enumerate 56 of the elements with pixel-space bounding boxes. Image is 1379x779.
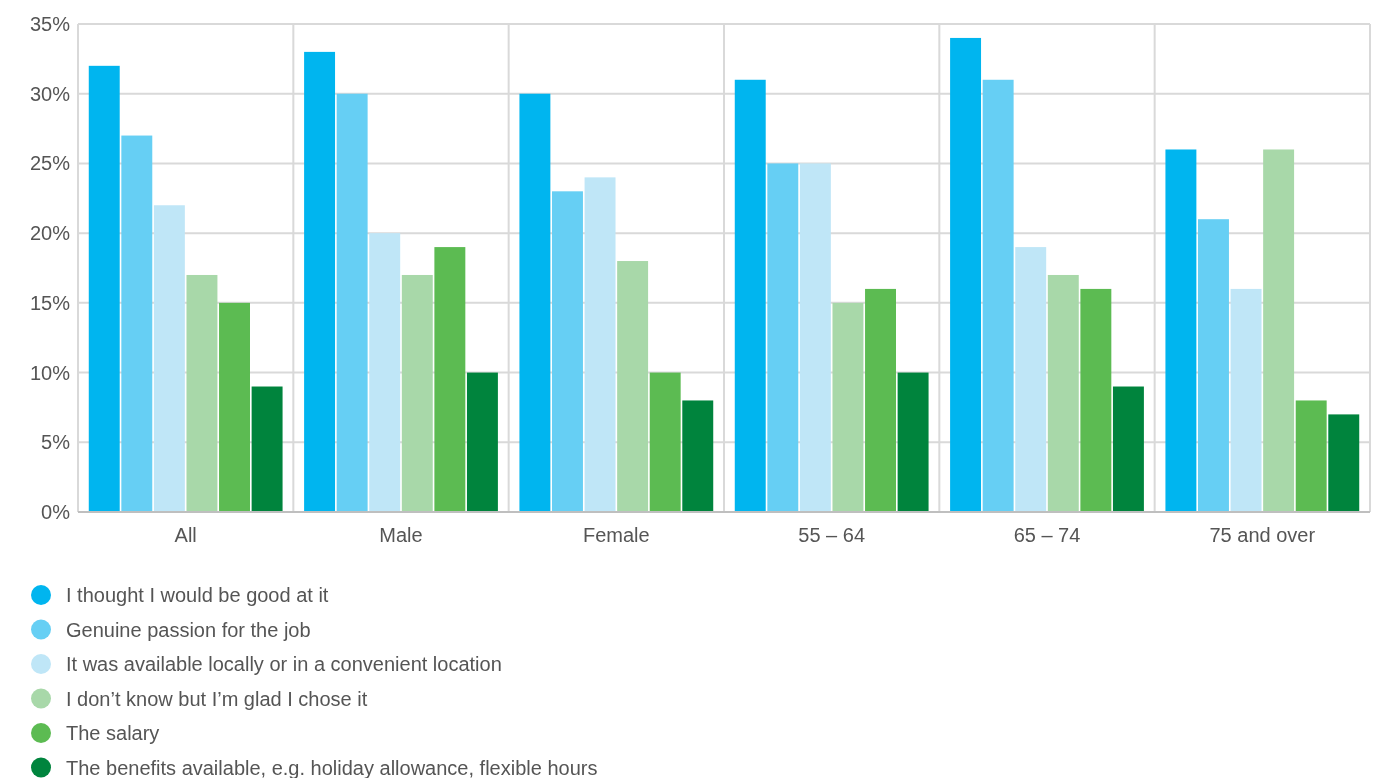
bar bbox=[649, 372, 681, 512]
bar bbox=[1328, 414, 1360, 512]
y-tick-label: 35% bbox=[29, 13, 71, 35]
bar bbox=[1015, 247, 1047, 512]
legend-label: The salary bbox=[66, 722, 160, 744]
bar bbox=[219, 302, 250, 512]
bar bbox=[519, 93, 551, 512]
bar bbox=[434, 247, 466, 512]
bar bbox=[982, 79, 1014, 512]
bar bbox=[1047, 274, 1079, 512]
bar bbox=[950, 37, 982, 512]
bar bbox=[153, 205, 185, 512]
bar bbox=[552, 191, 583, 512]
y-tick-label: 20% bbox=[29, 222, 71, 245]
legend-label: I don’t know but I’m glad I chose it bbox=[66, 687, 368, 710]
x-tick-label: Male bbox=[379, 524, 423, 546]
bar bbox=[1080, 288, 1112, 512]
bar bbox=[1112, 386, 1144, 512]
bar bbox=[1263, 149, 1295, 512]
bar bbox=[466, 372, 498, 512]
legend-label: Genuine passion for the job bbox=[66, 618, 311, 641]
bar bbox=[865, 288, 896, 512]
y-tick-label: 0% bbox=[41, 501, 71, 523]
y-tick-label: 15% bbox=[29, 291, 71, 314]
bar bbox=[304, 51, 336, 512]
bar bbox=[336, 93, 368, 512]
x-tick-label: All bbox=[174, 524, 197, 546]
bar bbox=[401, 274, 433, 512]
bar bbox=[1230, 288, 1262, 512]
x-tick-label: 65 – 74 bbox=[1013, 524, 1081, 546]
bar bbox=[1295, 400, 1327, 512]
bar bbox=[88, 65, 120, 512]
legend-label: I thought I would be good at it bbox=[66, 584, 329, 606]
bar bbox=[1198, 219, 1229, 512]
y-tick-label: 10% bbox=[29, 361, 71, 384]
bar bbox=[369, 233, 401, 512]
legend-label: The benefits available, e.g. holiday allowance, flexible hours bbox=[66, 756, 598, 779]
legend-label: It was available locally or in a convenient location bbox=[66, 653, 502, 675]
y-tick-label: 5% bbox=[41, 431, 71, 454]
bar bbox=[832, 302, 864, 512]
bar bbox=[897, 372, 929, 512]
bar bbox=[251, 386, 283, 512]
bar bbox=[767, 163, 799, 512]
bar bbox=[1165, 149, 1197, 512]
bar bbox=[584, 177, 616, 512]
bar bbox=[682, 400, 714, 512]
y-tick-label: 30% bbox=[29, 82, 71, 105]
bar bbox=[734, 79, 766, 512]
x-tick-label: Female bbox=[582, 524, 650, 546]
bar bbox=[617, 261, 649, 512]
bar bbox=[186, 274, 218, 512]
bar bbox=[121, 135, 153, 512]
bar bbox=[799, 163, 831, 512]
x-tick-label: 55 – 64 bbox=[798, 524, 866, 546]
y-tick-label: 25% bbox=[29, 152, 71, 175]
x-tick-label: 75 and over bbox=[1209, 524, 1316, 546]
